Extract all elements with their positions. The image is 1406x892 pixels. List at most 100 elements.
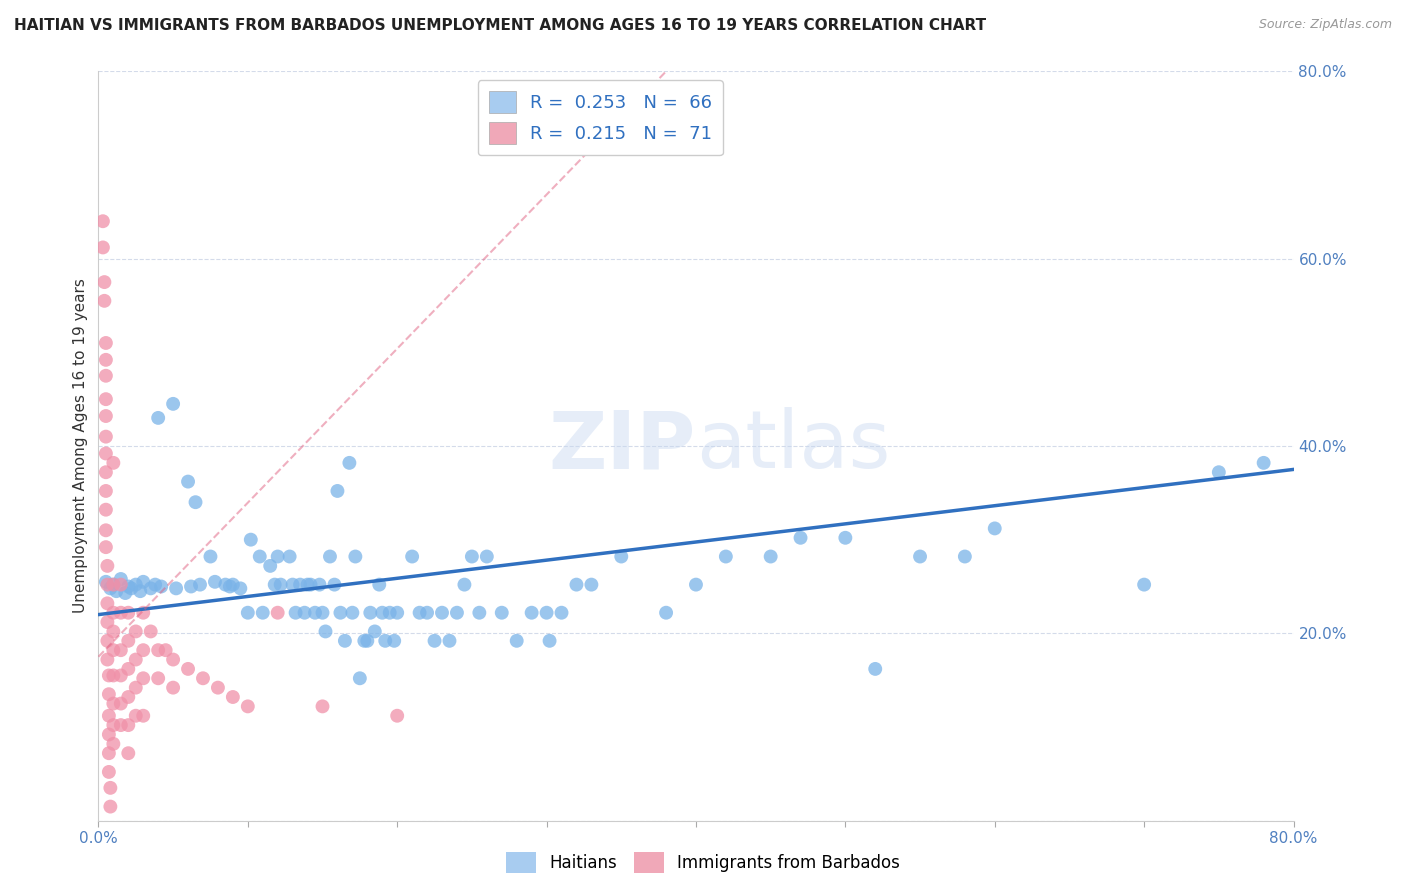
Point [401, 549, 423, 564]
Point [1208, 465, 1230, 479]
Point [94, 409, 117, 423]
Point [132, 671, 155, 685]
Point [96, 615, 118, 629]
Point [180, 580, 202, 594]
Point [207, 681, 229, 695]
Point [97, 687, 120, 701]
Point [714, 549, 737, 564]
Point [297, 577, 319, 591]
Point [236, 606, 259, 620]
Point [333, 633, 356, 648]
Point [475, 549, 498, 564]
Point [349, 671, 371, 685]
Point [103, 606, 125, 620]
Point [150, 580, 173, 594]
Point [204, 574, 226, 589]
Point [188, 577, 211, 591]
Point [865, 662, 887, 676]
Point [371, 606, 394, 620]
Point [359, 606, 381, 620]
Point [139, 582, 162, 596]
Text: atlas: atlas [696, 407, 890, 485]
Point [908, 549, 931, 564]
Point [536, 606, 558, 620]
Point [339, 456, 361, 470]
Point [117, 633, 139, 648]
Point [97, 668, 120, 682]
Point [550, 606, 572, 620]
Point [96, 633, 118, 648]
Point [117, 690, 139, 704]
Point [162, 681, 184, 695]
Point [655, 606, 678, 620]
Point [789, 531, 811, 545]
Point [110, 718, 132, 732]
Point [94, 352, 117, 367]
Point [506, 633, 529, 648]
Point [93, 275, 115, 289]
Point [120, 582, 142, 596]
Point [125, 681, 148, 695]
Point [281, 577, 304, 591]
Point [953, 549, 976, 564]
Point [252, 606, 274, 620]
Point [304, 606, 326, 620]
Point [356, 633, 378, 648]
Point [114, 586, 136, 600]
Point [94, 430, 117, 444]
Point [299, 577, 322, 591]
Point [439, 633, 461, 648]
Point [129, 584, 152, 599]
Point [103, 624, 125, 639]
Point [97, 764, 120, 779]
Point [219, 580, 242, 594]
Point [162, 652, 184, 666]
Point [91, 240, 114, 254]
Point [368, 577, 391, 591]
Point [353, 633, 375, 648]
Point [162, 397, 184, 411]
Point [103, 737, 125, 751]
Point [520, 606, 543, 620]
Point [103, 456, 125, 470]
Point [177, 662, 200, 676]
Point [229, 582, 252, 596]
Point [364, 624, 387, 639]
Point [267, 549, 290, 564]
Point [236, 699, 259, 714]
Point [103, 668, 125, 682]
Point [581, 577, 603, 591]
Point [98, 780, 122, 795]
Point [278, 549, 301, 564]
Point [125, 624, 148, 639]
Point [139, 624, 162, 639]
Point [491, 606, 513, 620]
Point [263, 577, 285, 591]
Point [270, 577, 292, 591]
Point [408, 606, 430, 620]
Point [538, 633, 561, 648]
Point [103, 577, 125, 591]
Point [125, 708, 148, 723]
Point [110, 697, 132, 711]
Point [423, 633, 446, 648]
Point [94, 368, 117, 383]
Point [94, 392, 117, 407]
Point [148, 671, 170, 685]
Point [94, 540, 117, 554]
Point [98, 582, 122, 596]
Point [132, 643, 155, 657]
Point [143, 577, 166, 591]
Point [103, 577, 125, 591]
Point [94, 483, 117, 498]
Point [319, 549, 342, 564]
Point [565, 577, 588, 591]
Point [378, 606, 401, 620]
Point [1133, 577, 1156, 591]
Point [91, 214, 114, 228]
Point [1253, 456, 1275, 470]
Point [222, 577, 245, 591]
Point [239, 533, 262, 547]
Point [315, 624, 337, 639]
Point [294, 606, 316, 620]
